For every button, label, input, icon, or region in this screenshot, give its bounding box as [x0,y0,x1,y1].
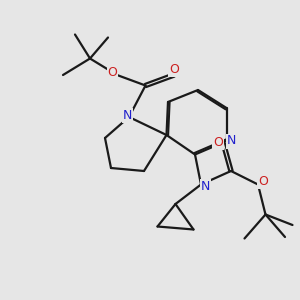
Text: N: N [201,179,210,193]
Text: O: O [169,63,179,76]
Text: N: N [227,134,237,148]
Text: N: N [123,109,132,122]
Text: O: O [108,65,117,79]
Text: O: O [259,175,268,188]
Text: O: O [213,136,223,149]
